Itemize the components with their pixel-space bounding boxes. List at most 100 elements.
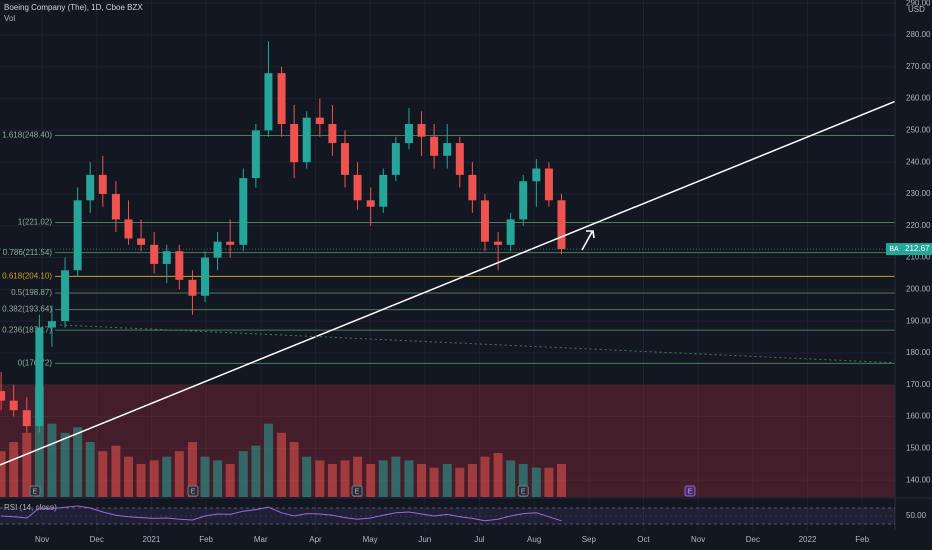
candle-body xyxy=(379,174,388,207)
fib-label: 0.618(204.10) xyxy=(2,271,52,280)
candle-body xyxy=(480,200,489,242)
x-tick-label: Nov xyxy=(691,535,705,544)
y-tick-label: 140.00 xyxy=(906,475,931,484)
candle-body xyxy=(430,136,439,156)
volume-bar xyxy=(251,445,261,497)
plot: 1.618(248.40) 1(221.02) 0.786(211.54) 0.618… xyxy=(0,41,896,497)
volume-bar xyxy=(98,451,108,497)
volume-bar xyxy=(174,451,184,497)
x-tick-label: 2022 xyxy=(799,535,817,544)
volume-bar xyxy=(73,427,83,497)
volume-bar xyxy=(136,464,146,497)
earnings-marker xyxy=(187,485,199,497)
volume-bar xyxy=(22,432,32,497)
volume-bar xyxy=(417,464,427,497)
candle-body xyxy=(290,124,299,163)
candle-body xyxy=(9,400,18,411)
symbol-tag xyxy=(886,243,902,256)
candle-body xyxy=(124,219,133,239)
candle-body xyxy=(150,244,159,264)
y-tick-label: 270.00 xyxy=(906,62,931,71)
y-tick-label: 260.00 xyxy=(906,94,931,103)
x-tick-label: Jul xyxy=(474,535,484,544)
volume-bar xyxy=(9,442,19,497)
x-tick-label: Dec xyxy=(90,535,104,544)
volume-bar xyxy=(187,442,197,497)
volume-bar xyxy=(200,456,210,497)
earnings-marker xyxy=(517,485,529,497)
candle-body xyxy=(251,130,260,179)
volume-label: Vol xyxy=(4,14,15,23)
y-tick-label: 280.00 xyxy=(906,30,931,39)
candle-body xyxy=(137,238,146,245)
volume-bar xyxy=(391,456,401,497)
x-tick-label: Apr xyxy=(309,535,322,544)
earnings-label: E xyxy=(521,488,526,495)
x-tick-label: Oct xyxy=(637,535,650,544)
volume-bar xyxy=(467,464,477,497)
x-tick-label: Jun xyxy=(418,535,431,544)
volume-bar xyxy=(556,464,566,497)
x-tick-label: Nov xyxy=(35,535,49,544)
candle-body xyxy=(226,241,235,245)
earnings-label: E xyxy=(33,488,38,495)
x-tick-label: Dec xyxy=(746,535,760,544)
y-tick-label: 250.00 xyxy=(906,125,931,134)
candle-body xyxy=(468,174,477,201)
volume-bar xyxy=(213,460,223,497)
candle-body xyxy=(417,124,426,137)
rsi-band xyxy=(0,508,895,524)
volume-bar xyxy=(506,460,516,497)
last-price-tag xyxy=(902,243,932,256)
candle-body xyxy=(494,241,503,245)
y-tick-label: 210.00 xyxy=(906,253,931,262)
x-tick-label: Feb xyxy=(855,535,869,544)
volume-bar xyxy=(315,460,325,497)
volume-bar xyxy=(493,453,503,497)
candle-body xyxy=(239,178,248,245)
earnings-marker xyxy=(684,485,696,497)
volume-bar xyxy=(85,442,95,497)
y-tick-label: 170.00 xyxy=(906,380,931,389)
earnings-marker xyxy=(29,485,41,497)
fib-label: 1(221.02) xyxy=(18,218,53,227)
x-tick-label: May xyxy=(363,535,378,544)
candle-body xyxy=(455,143,464,175)
volume-bar xyxy=(480,456,490,497)
fib-label: 0(176.72) xyxy=(18,358,53,367)
candle-body xyxy=(162,251,171,264)
y-tick-label: 180.00 xyxy=(906,348,931,357)
x-tick-label: 2021 xyxy=(143,535,161,544)
candle-body xyxy=(340,143,349,175)
candle-body xyxy=(86,174,95,201)
last-price-label: 212.67 xyxy=(905,244,930,253)
volume-bar xyxy=(263,423,273,497)
volume-bar xyxy=(225,464,235,497)
candle-body xyxy=(22,410,31,427)
candle-body xyxy=(277,73,286,125)
volume-bar xyxy=(429,467,439,497)
volume-bar xyxy=(277,432,287,497)
candle-body xyxy=(73,200,82,271)
volume-bar xyxy=(340,460,350,497)
volume-bar xyxy=(442,464,452,497)
volume-bar xyxy=(34,387,44,497)
y-tick-label: 230.00 xyxy=(906,189,931,198)
volume-bar xyxy=(327,464,337,497)
volume-bar xyxy=(149,460,159,497)
candle-body xyxy=(0,391,6,401)
volume-bar xyxy=(366,464,376,497)
volume-bar xyxy=(238,451,248,497)
candle-body xyxy=(519,181,528,220)
candle-body xyxy=(532,168,541,182)
earnings-label: E xyxy=(191,488,196,495)
candle-body xyxy=(391,143,400,175)
volume-bar xyxy=(531,467,541,497)
volume-bar xyxy=(455,467,465,497)
volume-bar xyxy=(123,456,133,497)
volume-bar xyxy=(353,456,363,497)
candle-body xyxy=(328,124,337,144)
earnings-label: E xyxy=(355,488,360,495)
